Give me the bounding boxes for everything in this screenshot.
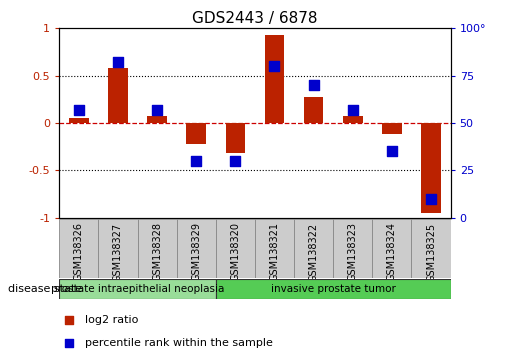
Text: prostate intraepithelial neoplasia: prostate intraepithelial neoplasia xyxy=(51,284,224,294)
Text: GSM138325: GSM138325 xyxy=(426,222,436,281)
Bar xyxy=(343,116,363,123)
Point xyxy=(349,107,357,113)
Bar xyxy=(265,35,284,123)
Bar xyxy=(177,219,216,278)
Title: GDS2443 / 6878: GDS2443 / 6878 xyxy=(192,11,318,26)
Text: GSM138320: GSM138320 xyxy=(230,222,241,281)
Bar xyxy=(59,219,98,278)
Point xyxy=(192,158,200,164)
Point xyxy=(75,107,83,113)
Text: GSM138321: GSM138321 xyxy=(269,222,280,281)
Point xyxy=(388,149,396,154)
Text: GSM138326: GSM138326 xyxy=(74,222,84,281)
Bar xyxy=(216,279,451,299)
Point xyxy=(65,318,73,323)
Bar xyxy=(59,279,216,299)
Point xyxy=(427,196,435,202)
Text: percentile rank within the sample: percentile rank within the sample xyxy=(84,338,272,348)
Point xyxy=(65,340,73,346)
Bar xyxy=(147,116,167,123)
Text: invasive prostate tumor: invasive prostate tumor xyxy=(271,284,396,294)
Text: GSM138329: GSM138329 xyxy=(191,222,201,281)
Bar xyxy=(294,219,333,278)
Text: log2 ratio: log2 ratio xyxy=(84,315,138,325)
Bar xyxy=(186,123,206,144)
Bar xyxy=(411,219,451,278)
Text: disease state: disease state xyxy=(8,284,82,294)
Text: GSM138328: GSM138328 xyxy=(152,222,162,281)
Bar xyxy=(216,219,255,278)
Point xyxy=(114,59,122,65)
Point xyxy=(310,82,318,88)
Text: GSM138322: GSM138322 xyxy=(308,222,319,281)
Bar xyxy=(382,123,402,135)
Point xyxy=(270,63,279,69)
Text: GSM138324: GSM138324 xyxy=(387,222,397,281)
Bar xyxy=(108,68,128,123)
Bar xyxy=(333,219,372,278)
Bar xyxy=(226,123,245,153)
Bar xyxy=(255,219,294,278)
Bar xyxy=(69,118,89,123)
Bar xyxy=(304,97,323,123)
Bar xyxy=(372,219,411,278)
Point xyxy=(153,107,161,113)
Bar xyxy=(98,219,138,278)
Text: GSM138327: GSM138327 xyxy=(113,222,123,281)
Text: GSM138323: GSM138323 xyxy=(348,222,358,281)
Bar xyxy=(421,123,441,213)
Bar xyxy=(138,219,177,278)
Point xyxy=(231,158,239,164)
